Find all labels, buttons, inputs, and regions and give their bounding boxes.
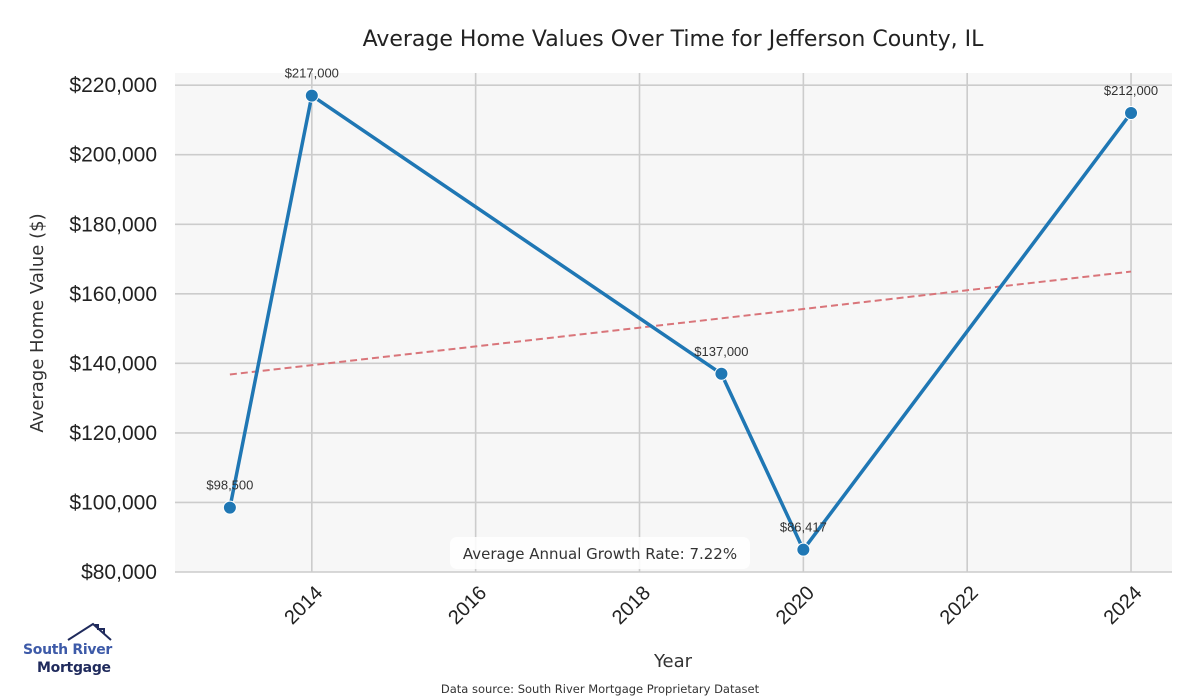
x-tick-label: 2018 — [608, 582, 655, 629]
data-source: Data source: South River Mortgage Propri… — [441, 682, 760, 696]
data-point — [1124, 105, 1139, 120]
data-point — [222, 500, 237, 515]
y-tick-label: $180,000 — [69, 213, 157, 236]
y-tick-label: $120,000 — [69, 422, 157, 445]
logo-text-line2: Mortgage — [37, 660, 111, 676]
y-tick-label: $220,000 — [69, 74, 157, 97]
x-tick-label: 2022 — [936, 582, 983, 629]
gridlines — [175, 73, 1172, 573]
x-tick-label: 2014 — [280, 582, 327, 629]
chart-title: Average Home Values Over Time for Jeffer… — [363, 27, 985, 52]
x-axis-ticks: 2014 2016 2018 2020 2022 2024 — [280, 582, 1146, 629]
trend-line — [229, 270, 1132, 376]
data-point — [714, 366, 729, 381]
y-tick-label: $100,000 — [69, 491, 157, 514]
x-tick-label: 2024 — [1100, 582, 1147, 629]
data-label: $212,000 — [1104, 83, 1158, 98]
x-axis-label: Year — [653, 651, 693, 672]
south-river-mortgage-logo: South River Mortgage — [20, 620, 120, 682]
logo-text-line1: South River — [23, 642, 113, 658]
data-points — [222, 88, 1139, 557]
y-tick-label: $80,000 — [81, 561, 157, 584]
data-label: $137,000 — [694, 344, 748, 359]
data-label: $86,417 — [780, 520, 827, 535]
y-tick-label: $160,000 — [69, 283, 157, 306]
x-tick-label: 2020 — [772, 582, 819, 629]
growth-rate-text: Average Annual Growth Rate: 7.22% — [463, 545, 737, 563]
y-axis-label: Average Home Value ($) — [27, 213, 48, 432]
house-roof-icon — [67, 622, 112, 641]
y-axis-ticks: $80,000 $100,000 $120,000 $140,000 $160,000 $… — [69, 74, 157, 584]
growth-rate-annotation: Average Annual Growth Rate: 7.22% — [450, 537, 750, 569]
plot-area — [175, 73, 1172, 572]
data-point — [304, 88, 319, 103]
y-tick-label: $200,000 — [69, 144, 157, 167]
data-label: $98,500 — [206, 478, 253, 493]
growth-rate-box — [450, 537, 750, 569]
x-tick-label: 2016 — [444, 582, 491, 629]
y-tick-label: $140,000 — [69, 352, 157, 375]
data-point — [796, 542, 811, 557]
data-labels: $98,500 $217,000 $137,000 $86,417 $212,000 — [206, 66, 1158, 535]
data-label: $217,000 — [285, 66, 339, 81]
